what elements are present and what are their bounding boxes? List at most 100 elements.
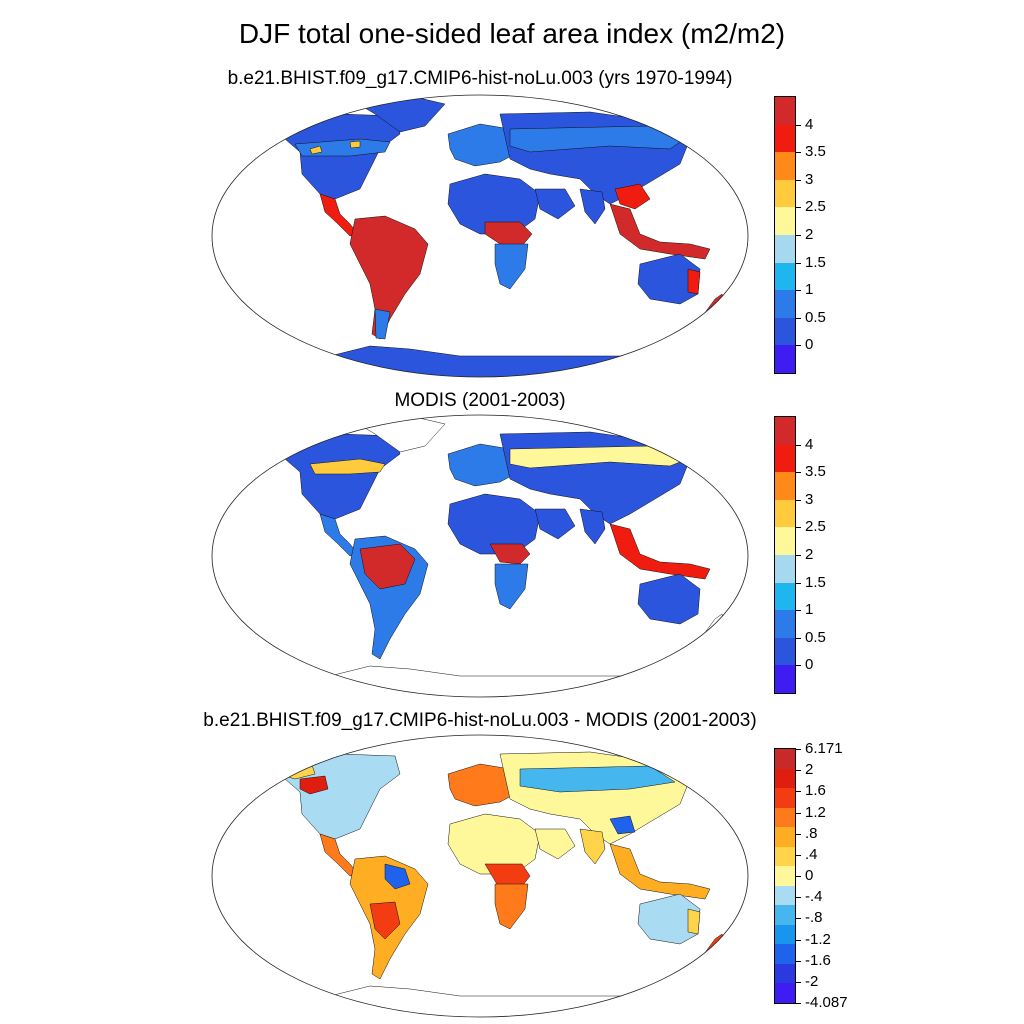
colorbar-segment [775,345,795,373]
colorbar-tick [795,854,801,856]
colorbar-tick-label: 3.5 [805,463,826,481]
africa-central [484,863,531,890]
colorbar-tick [795,770,801,772]
colorbar-tick-label: 1 [805,281,814,299]
colorbar-segment [775,885,795,906]
colorbar-tick [795,345,801,347]
colorbar-tick-label: 1.5 [805,573,826,591]
colorbar-segment [775,983,795,1003]
australia-east [687,268,701,295]
arabia [534,828,576,860]
colorbar-segment [775,444,795,473]
colorbar-tick-label: 2.5 [805,518,826,536]
canada-forest-spots [309,140,361,155]
australia [637,893,701,945]
panel-3-colorbar: -4.087 -2 -1.6 -1.2 -.8 -.4 0 .4 .8 1.2 1.6 2 6.171 [774,741,848,1011]
colorbar-segment [775,527,795,555]
amazon [359,543,416,590]
colorbar-tick-label: -1.2 [805,930,831,948]
colorbar-tick [795,665,801,667]
arabia [534,508,576,540]
australia [637,253,701,305]
colorbar-tick-label: 1.6 [805,782,826,800]
canada-forest-diff [299,775,329,795]
amazon-neg [384,863,411,890]
colorbar-tick-label: 2 [805,226,814,243]
arabia [534,188,576,220]
se-asia [609,203,711,260]
colorbar-tick-label: 0.5 [805,308,826,326]
colorbar-tick [795,960,801,962]
colorbar-tick [795,582,801,584]
colorbar-tick-label: 0 [805,336,814,354]
colorbar-tick-label: 2.5 [805,198,826,216]
colorbar-tick [795,472,801,474]
africa-central [489,543,531,565]
colorbar-tick [795,876,801,877]
colorbar-tick-label: 0 [805,656,814,674]
south-america-south [374,308,391,340]
panel-1-title: b.e21.BHIST.f09_g17.CMIP6-hist-noLu.003 … [227,68,733,89]
colorbar-tick [795,833,801,835]
colorbar-tick-label: 3 [805,490,814,508]
south-america-pos [369,901,401,940]
colorbar-segment [775,846,795,867]
colorbar-tick-label: 1 [805,601,814,619]
colorbar-segment [775,235,795,263]
colorbar-segment [775,262,795,291]
colorbar-segment [775,124,795,153]
colorbar-segment [775,768,795,789]
colorbar-tick-label: 4 [805,115,814,133]
colorbar-tick [795,939,801,941]
colorbar-tick [795,262,801,264]
colorbar-tick-label: 3 [805,170,814,188]
colorbar-tick-label: 1.2 [805,803,826,821]
colorbar-segment [775,749,795,769]
colorbar-segment [775,827,795,847]
colorbar-tick [795,1003,801,1004]
colorbar-tick [795,179,801,181]
colorbar-segment [775,944,795,964]
figure-title: DJF total one-sided leaf area index (m2/… [238,18,786,49]
panel-3-map [211,734,749,1018]
colorbar-tick-label: .4 [805,845,818,863]
india [579,508,606,545]
india [579,828,606,865]
colorbar-tick [795,610,801,612]
europe [447,443,516,487]
colorbar-tick [795,499,801,501]
colorbar-tick-label: -4.087 [805,994,848,1011]
colorbar-tick [795,918,801,920]
colorbar-tick [795,207,801,209]
colorbar-segment [775,665,795,693]
colorbar-segment [775,963,795,984]
colorbar-segment [775,866,795,886]
panel-1-map [211,94,749,378]
colorbar-tick-label: 0 [805,867,814,884]
colorbar-tick [795,290,801,292]
colorbar-segment [775,152,795,180]
australia [637,573,701,625]
colorbar-tick-label: 4 [805,435,814,453]
panel-2-colorbar: 0 0.5 1 1.5 2 2.5 3 3.5 4 [774,416,826,694]
africa-south [494,563,529,610]
colorbar-tick [795,637,801,639]
colorbar-segment [775,97,795,125]
colorbar-tick [795,749,801,750]
panel-3-title: b.e21.BHIST.f09_g17.CMIP6-hist-noLu.003 … [203,710,757,731]
colorbar-tick-label: 2 [805,761,814,779]
panel-2-title: MODIS (2001-2003) [394,390,566,411]
colorbar-tick-label: -2 [805,972,819,990]
africa-north [447,173,541,235]
colorbar-segment [775,610,795,638]
africa-south [494,883,529,930]
panel-1-colorbar: 0 0.5 1 1.5 2 2.5 3 3.5 4 [774,96,826,374]
colorbar-segment [775,637,795,666]
colorbar-tick-label: -.8 [805,909,823,927]
colorbar-segment [775,555,795,583]
colorbar-tick [795,124,801,126]
africa-north [447,493,541,555]
colorbar-segment [775,472,795,500]
colorbar-segment [775,417,795,445]
india [579,188,606,225]
